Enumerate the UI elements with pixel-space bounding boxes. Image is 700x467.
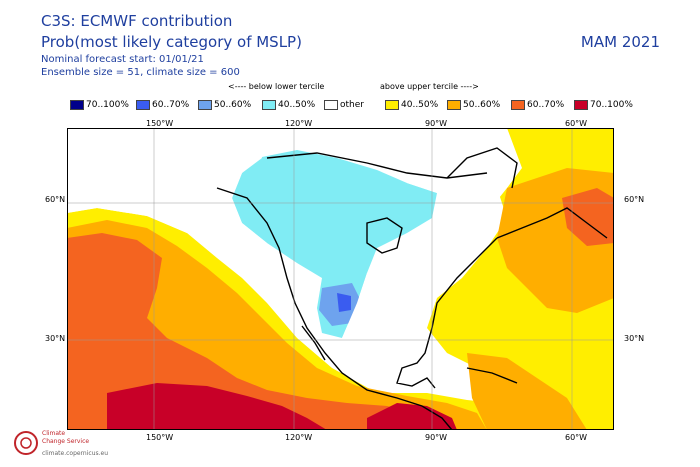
legend-swatch bbox=[198, 100, 212, 110]
bottom-lon-60w: 60°W bbox=[565, 433, 588, 442]
legend-label: other bbox=[340, 100, 364, 110]
logo-line2: Change Service bbox=[42, 438, 90, 445]
left-lat-60n: 60°N bbox=[45, 195, 66, 204]
legend-item-above-70-100: 70..100% bbox=[574, 98, 633, 112]
legend-swatch bbox=[447, 100, 461, 110]
ensemble-size: Ensemble size = 51, climate size = 600 bbox=[41, 67, 240, 78]
coast-greenland bbox=[446, 147, 518, 189]
coast-cuba bbox=[466, 367, 518, 384]
region-alaska-white bbox=[67, 128, 267, 243]
bottom-lon-150w: 150°W bbox=[146, 433, 174, 442]
legend-item-above-60-70: 60..70% bbox=[511, 98, 564, 112]
legend-item-below-40-50: 40..50% bbox=[262, 98, 315, 112]
bottom-lon-90w: 90°W bbox=[425, 433, 448, 442]
coastlines bbox=[216, 147, 608, 430]
legend-item-below-50-60: 50..60% bbox=[198, 98, 251, 112]
legend-item-other: other bbox=[324, 98, 364, 112]
legend-swatch bbox=[136, 100, 150, 110]
legend-label: 40..50% bbox=[401, 100, 439, 110]
region-mexico-red bbox=[367, 403, 457, 430]
top-lon-60w: 60°W bbox=[565, 119, 588, 128]
probability-map bbox=[67, 128, 614, 430]
region-central-darker bbox=[337, 293, 351, 312]
right-lat-60n: 60°N bbox=[624, 195, 645, 204]
copernicus-globe-icon bbox=[14, 431, 38, 455]
legend-item-below-60-70: 60..70% bbox=[136, 98, 189, 112]
top-lon-120w: 120°W bbox=[285, 119, 313, 128]
coast-east bbox=[396, 237, 498, 389]
logo-line3: climate.copernicus.eu bbox=[42, 450, 109, 457]
top-lon-90w: 90°W bbox=[425, 119, 448, 128]
logo-line1: Climate bbox=[42, 430, 66, 437]
region-canada-cyan bbox=[232, 150, 437, 338]
legend-swatch bbox=[574, 100, 588, 110]
legend-item-above-50-60: 50..60% bbox=[447, 98, 500, 112]
legend-label: 60..70% bbox=[527, 100, 565, 110]
legend-below-caption: <---- below lower tercile bbox=[228, 82, 325, 91]
legend-label: 50..60% bbox=[463, 100, 501, 110]
coast-west bbox=[216, 187, 453, 430]
bottom-lon-120w: 120°W bbox=[285, 433, 313, 442]
legend-item-above-40-50: 40..50% bbox=[385, 98, 438, 112]
coast-arctic bbox=[266, 152, 488, 179]
legend-swatch bbox=[511, 100, 525, 110]
season-label: MAM 2021 bbox=[580, 33, 660, 51]
left-lat-30n: 30°N bbox=[45, 334, 66, 343]
legend-swatch bbox=[262, 100, 276, 110]
legend-above-caption: above upper tercile ----> bbox=[380, 82, 479, 91]
legend-swatch bbox=[324, 100, 338, 110]
chart-subtitle: Prob(most likely category of MSLP) bbox=[41, 33, 302, 51]
copernicus-logo: Climate Change Service climate.copernicu… bbox=[8, 427, 128, 463]
top-lon-150w: 150°W bbox=[146, 119, 174, 128]
coast-hudson bbox=[366, 217, 403, 254]
legend-item-below-70-100: 70..100% bbox=[70, 98, 129, 112]
coast-baja bbox=[301, 325, 326, 361]
chart-title: C3S: ECMWF contribution bbox=[41, 12, 233, 30]
right-lat-30n: 30°N bbox=[624, 334, 645, 343]
coast-labrador bbox=[496, 207, 608, 239]
region-pacific-dark-red bbox=[107, 383, 327, 430]
region-labrador-red bbox=[562, 188, 614, 246]
graticule bbox=[67, 128, 614, 430]
legend-label: 60..70% bbox=[152, 100, 190, 110]
legend-label: 50..60% bbox=[214, 100, 252, 110]
legend-label: 40..50% bbox=[278, 100, 316, 110]
map-frame bbox=[67, 128, 614, 430]
region-pacific-red-orange bbox=[67, 233, 447, 430]
legend-swatch bbox=[385, 100, 399, 110]
region-caribbean-orange bbox=[467, 353, 587, 430]
region-us-white bbox=[342, 273, 427, 368]
legend-label: 70..100% bbox=[590, 100, 633, 110]
legend-swatch bbox=[70, 100, 84, 110]
forecast-start: Nominal forecast start: 01/01/21 bbox=[41, 54, 204, 65]
legend-label: 70..100% bbox=[86, 100, 129, 110]
